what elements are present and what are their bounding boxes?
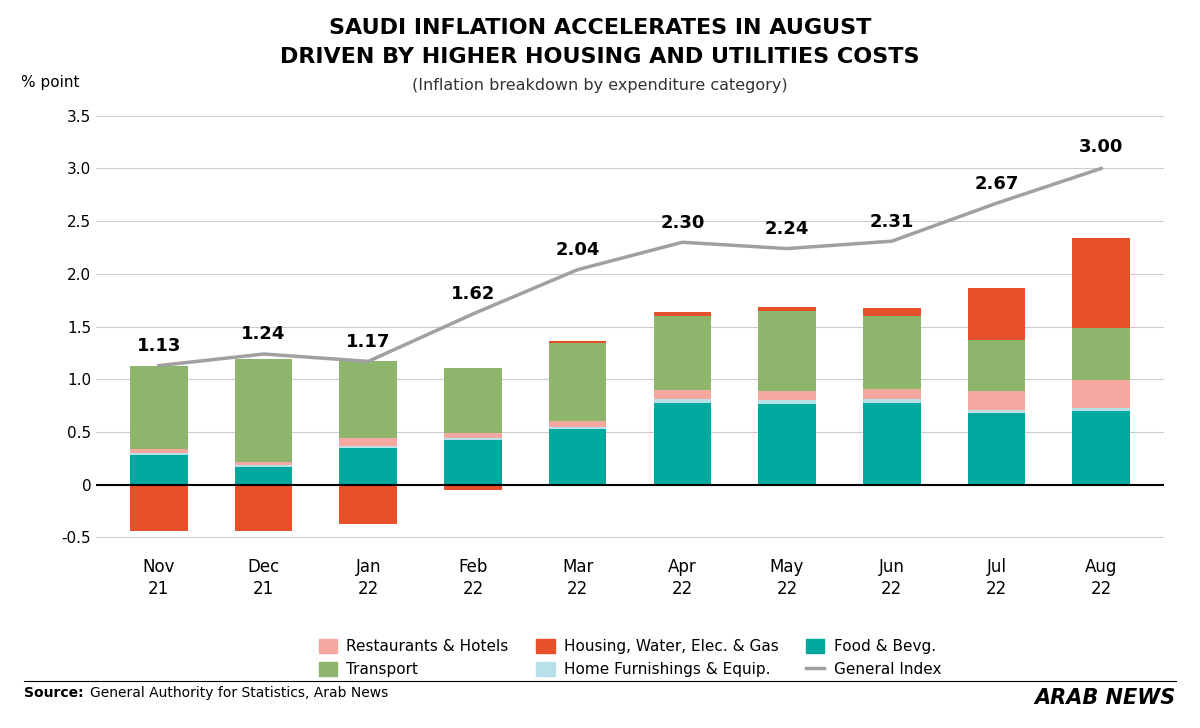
Bar [130,485,187,531]
Text: 2.04: 2.04 [556,241,600,259]
Bar [130,455,187,485]
Text: 3.00: 3.00 [1079,138,1123,156]
Bar [340,361,397,438]
Bar [758,311,816,391]
Bar [1073,238,1130,328]
Bar [758,403,816,485]
Bar [340,438,397,446]
Bar [863,403,920,485]
Bar [548,429,606,485]
Text: 1.13: 1.13 [137,337,181,355]
Legend: Restaurants & Hotels, Transport, Housing, Water, Elec. & Gas, Home Furnishings &: Restaurants & Hotels, Transport, Housing… [313,633,947,684]
Bar [654,403,712,485]
Bar [1073,380,1130,408]
Bar [1073,328,1130,380]
Text: 1.24: 1.24 [241,325,286,344]
Bar [444,368,502,433]
Bar [235,360,293,462]
Text: General Authority for Statistics, Arab News: General Authority for Statistics, Arab N… [90,687,389,700]
Bar [654,400,712,403]
Text: SAUDI INFLATION ACCELERATES IN AUGUST: SAUDI INFLATION ACCELERATES IN AUGUST [329,18,871,38]
Bar [863,400,920,403]
Bar [758,391,816,400]
Text: ARAB NEWS: ARAB NEWS [1034,688,1176,708]
Bar [548,341,606,344]
Text: % point: % point [22,75,79,90]
Text: (Inflation breakdown by expenditure category): (Inflation breakdown by expenditure cate… [412,78,788,93]
Bar [654,312,712,316]
Bar [444,433,502,438]
Bar [967,413,1025,485]
Bar [130,453,187,455]
Bar [863,389,920,400]
Bar [548,344,606,422]
Bar [1073,408,1130,411]
Bar [235,464,293,467]
Bar [444,485,502,490]
Bar [548,427,606,429]
Bar [863,316,920,389]
Bar [654,316,712,390]
Bar [130,449,187,453]
Bar [235,462,293,464]
Bar [758,400,816,403]
Bar [444,438,502,440]
Bar [967,391,1025,410]
Bar [1073,411,1130,485]
Text: DRIVEN BY HIGHER HOUSING AND UTILITIES COSTS: DRIVEN BY HIGHER HOUSING AND UTILITIES C… [281,47,919,67]
Text: Source:: Source: [24,687,89,700]
Text: 2.24: 2.24 [764,220,809,238]
Bar [235,467,293,485]
Bar [967,340,1025,391]
Text: 2.67: 2.67 [974,175,1019,193]
Bar [340,446,397,448]
Bar [967,410,1025,413]
Bar [340,448,397,485]
Text: 2.31: 2.31 [870,213,914,231]
Bar [967,288,1025,340]
Text: 2.30: 2.30 [660,214,704,232]
Bar [654,390,712,400]
Text: 1.17: 1.17 [346,333,390,351]
Bar [758,306,816,311]
Bar [444,440,502,485]
Bar [863,308,920,316]
Bar [130,365,187,449]
Text: 1.62: 1.62 [451,285,496,304]
Bar [235,485,293,531]
Bar [548,422,606,427]
Bar [340,485,397,523]
